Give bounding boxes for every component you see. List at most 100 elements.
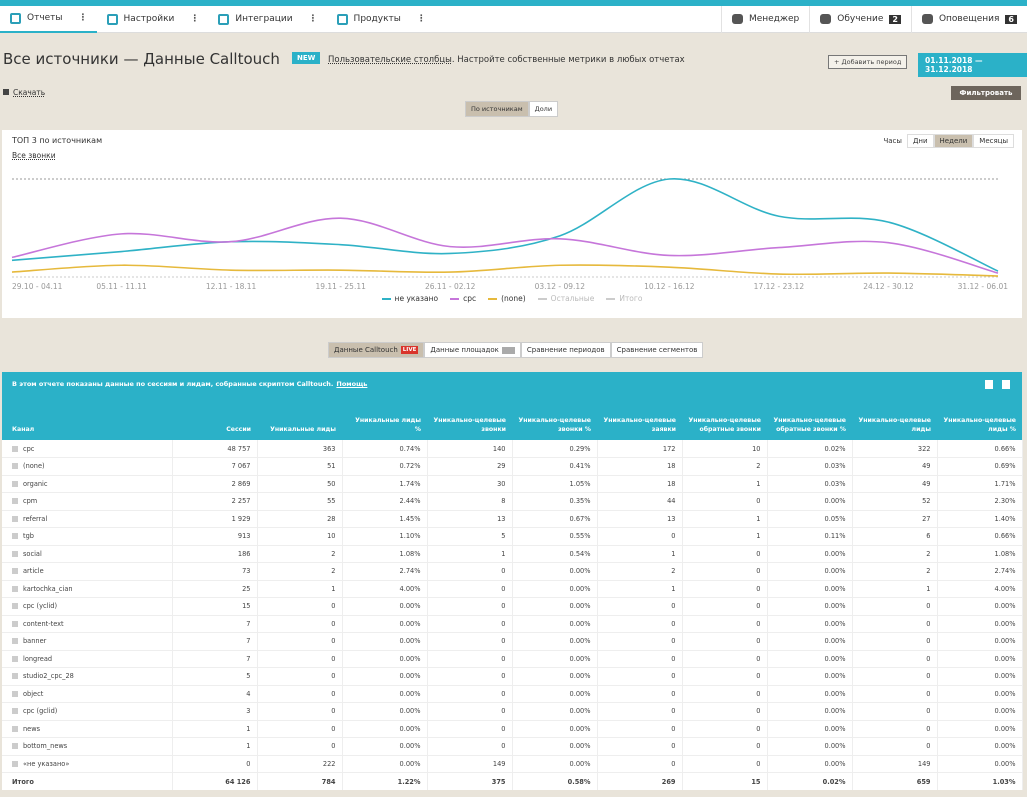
data-tabs: Данные Calltouch LIVE Данные площадок Сравн…	[328, 342, 704, 358]
legend-label: Остальные	[550, 294, 595, 303]
legend-item[interactable]: (none)	[488, 294, 526, 303]
table-cell: 0.00%	[512, 702, 598, 721]
tab-badge	[501, 346, 515, 354]
legend-item[interactable]: не указано	[381, 294, 438, 303]
table-cell: 1 929	[172, 510, 258, 528]
columns-icon[interactable]	[1002, 380, 1010, 389]
table-cell: 0.66%	[937, 527, 1023, 546]
legend-item[interactable]: Остальные	[537, 294, 595, 303]
table-cell: 2 869	[172, 475, 258, 493]
table-cell: banner	[2, 632, 173, 651]
custom-columns-link[interactable]: Пользовательские столбцы	[328, 55, 452, 65]
granularity-option[interactable]: Часы	[878, 135, 907, 147]
tab-badge: LIVE	[400, 346, 419, 354]
table-cell: 2	[852, 562, 938, 581]
table-cell: cpc (yclid)	[2, 597, 173, 616]
column-header[interactable]: Уникально-целевые лиды %	[937, 402, 1022, 440]
nav-item[interactable]: Продукты ⋮	[327, 6, 435, 33]
table-cell: article	[2, 562, 173, 581]
tab-label: Данные площадок	[430, 346, 499, 354]
table-cell: 0	[257, 650, 343, 668]
table-cell: 0.00%	[342, 685, 428, 703]
table-cell: 0.00%	[342, 720, 428, 738]
download-link[interactable]: Скачать	[3, 88, 45, 97]
chart-panel: 29.10 - 04.11 05.11 - 11.11 12.11 - 18.11 1…	[2, 130, 1022, 318]
table-cell: 0.00%	[512, 597, 598, 616]
nav-item[interactable]: Настройки ⋮	[97, 6, 209, 33]
table-cell: 0	[427, 580, 513, 598]
view-option[interactable]: Доли	[528, 101, 559, 117]
nav-item[interactable]: Интеграции ⋮	[208, 6, 326, 33]
table-cell: 0	[427, 650, 513, 668]
total-cell: 64 126	[172, 772, 258, 790]
granularity-option[interactable]: Дни	[906, 134, 934, 148]
table-cell: 0.00%	[937, 650, 1023, 668]
table-row: tgb 913 10 1.10% 5 0.55% 0 1 0.11% 6 0.66%	[2, 527, 1023, 546]
table-cell: 172	[597, 440, 683, 458]
x-tick-label: 26.11 - 02.12	[425, 282, 476, 291]
nav-item[interactable]: Менеджер	[720, 5, 809, 33]
nav-icon	[731, 14, 743, 24]
legend-label: (none)	[501, 294, 526, 303]
nav-item[interactable]: Оповещения 6	[910, 5, 1027, 33]
help-link[interactable]: Помощь	[336, 380, 368, 388]
table-cell: 0.00%	[937, 755, 1023, 773]
table-cell: 0	[597, 755, 683, 773]
data-tab[interactable]: Сравнение сегментов	[610, 342, 704, 358]
column-header[interactable]: Уникальные лиды	[257, 402, 342, 440]
nav-icon	[106, 13, 118, 25]
table-row: longread 7 0 0.00% 0 0.00% 0 0 0.00% 0 0.00%	[2, 650, 1023, 668]
calls-dropdown[interactable]: Все звонки	[12, 151, 56, 160]
column-header[interactable]: Уникально-целевые заявки	[597, 402, 682, 440]
table-cell: 0.00%	[512, 632, 598, 651]
view-option[interactable]: По источникам	[465, 101, 529, 117]
table-cell: 0.00%	[342, 702, 428, 721]
data-tab[interactable]: Сравнение периодов	[520, 342, 611, 358]
table-cell: 51	[257, 457, 343, 476]
add-period-button[interactable]: + Добавить период	[828, 55, 908, 69]
column-header[interactable]: Канал	[2, 402, 172, 440]
nav-label: Настройки	[123, 14, 175, 24]
period-picker[interactable]: 01.11.2018 — 31.12.2018	[918, 53, 1027, 77]
legend-item[interactable]: Итого	[606, 294, 642, 303]
table-cell: 1	[172, 720, 258, 738]
table-row: referral 1 929 28 1.45% 13 0.67% 13 1 0.05% 27 1.4…	[2, 510, 1023, 528]
header-row: Канал Сессии Уникальные лиды Уникальные лид…	[2, 402, 1022, 440]
table-cell: 0.00%	[937, 667, 1023, 686]
granularity-option[interactable]: Месяцы	[973, 134, 1014, 148]
legend-label: cpc	[463, 294, 477, 303]
table-cell: 0.00%	[767, 492, 853, 511]
table-cell: 0.11%	[767, 527, 853, 546]
table-cell: 0	[427, 597, 513, 616]
filter-button[interactable]: Фильтровать	[951, 86, 1021, 100]
column-header[interactable]: Уникально-целевые лиды	[852, 402, 937, 440]
column-header[interactable]: Сессии	[172, 402, 257, 440]
column-header[interactable]: Уникально-целевые обратные звонки	[682, 402, 767, 440]
nav-icon	[921, 14, 933, 24]
granularity-toggle: Часы Дни Недели Месяцы	[878, 134, 1014, 148]
legend-item[interactable]: cpc	[450, 294, 476, 303]
nav-item[interactable]: Отчеты ⋮	[0, 6, 97, 33]
column-header[interactable]: Уникальные лиды %	[342, 402, 427, 440]
table-cell: 913	[172, 527, 258, 546]
table-cell: 0.00%	[767, 667, 853, 686]
column-header[interactable]: Уникально-целевые звонки	[427, 402, 512, 440]
table-cell: «не указано»	[2, 755, 173, 773]
table-cell: 0	[682, 667, 768, 686]
nav-item[interactable]: Обучение 2	[809, 5, 911, 33]
nav-more: ⋮	[78, 13, 88, 23]
granularity-option[interactable]: Недели	[933, 134, 974, 148]
table-cell: 4.00%	[937, 580, 1023, 598]
table-cell: 48 757	[172, 440, 258, 458]
table-cell: news	[2, 720, 173, 738]
table-cell: 0	[682, 632, 768, 651]
column-header[interactable]: Уникально-целевые обратные звонки %	[767, 402, 852, 440]
nav-icon	[218, 13, 230, 25]
table-cell: 0	[682, 737, 768, 756]
export-icon[interactable]	[985, 380, 993, 389]
table-row: article 73 2 2.74% 0 0.00% 2 0 0.00% 2 2.74%	[2, 562, 1023, 581]
data-tab[interactable]: Данные площадок	[424, 342, 521, 358]
data-tab[interactable]: Данные Calltouch LIVE	[328, 342, 425, 358]
column-header[interactable]: Уникально-целевые звонки %	[512, 402, 597, 440]
x-tick-label: 05.11 - 11.11	[96, 282, 147, 291]
